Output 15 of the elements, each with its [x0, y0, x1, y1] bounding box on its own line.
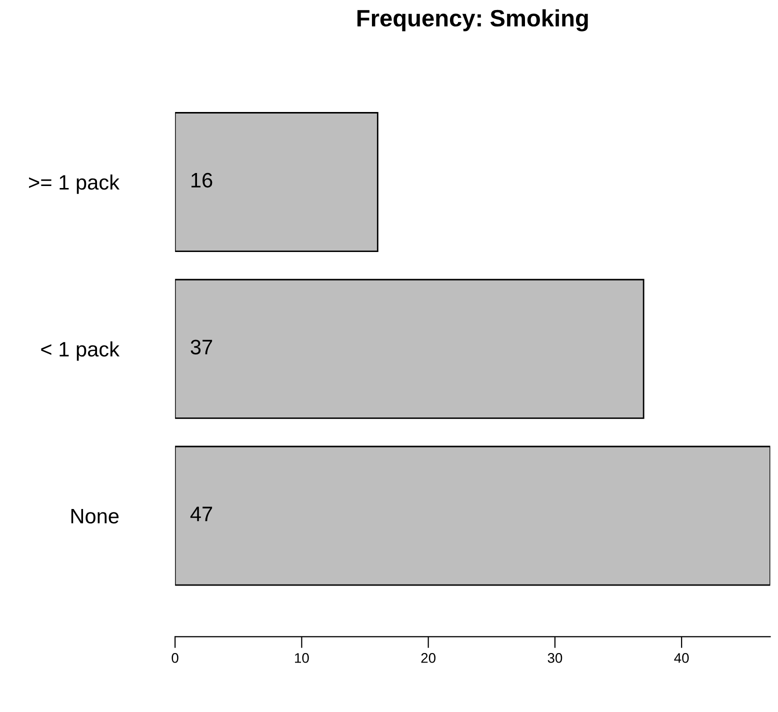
x-tick-label: 20 — [421, 653, 436, 663]
chart-title: Frequency: Smoking — [357, 9, 588, 32]
x-tick-label: 30 — [548, 653, 562, 663]
x-tick-label: 10 — [295, 653, 309, 663]
y-tick-label: >= 1 pack — [29, 174, 120, 194]
y-tick-label: < 1 pack — [41, 341, 120, 361]
y-tick-label: None — [71, 508, 119, 524]
bar — [175, 278, 644, 419]
bar — [175, 112, 378, 252]
data-label: 16 — [192, 172, 212, 188]
bar — [175, 446, 770, 586]
x-tick-label: 40 — [674, 653, 689, 663]
data-label: 37 — [190, 340, 212, 354]
x-tick-label: 0 — [172, 653, 178, 663]
data-label: 47 — [190, 506, 212, 522]
